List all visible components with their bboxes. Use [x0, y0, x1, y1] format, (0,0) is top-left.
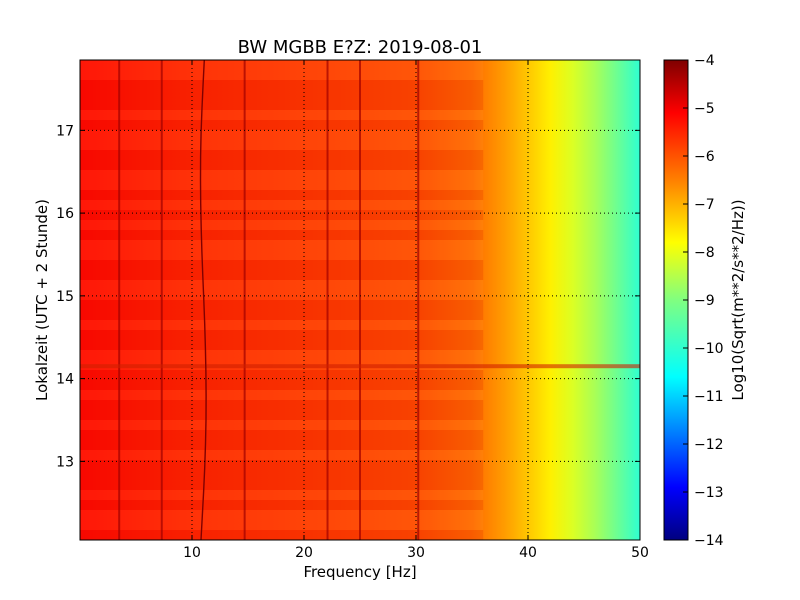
spectrogram-row	[80, 120, 484, 130]
x-tick-label: 20	[295, 545, 313, 561]
x-tick-label: 10	[183, 545, 201, 561]
spectrogram-row	[80, 490, 484, 500]
colorbar-tick-label: −14	[694, 533, 724, 549]
spectrogram-row	[80, 390, 484, 400]
spectrogram-row	[80, 60, 484, 70]
plot-area	[80, 60, 640, 540]
colorbar-tick-label: −13	[694, 485, 724, 501]
colorbar-tick-label: −12	[694, 437, 724, 453]
spectrogram-row	[80, 70, 484, 80]
spectrogram-row	[80, 310, 484, 320]
spectrogram-row	[80, 480, 484, 490]
colorbar-tick-label: −6	[694, 149, 715, 165]
spectrogram-row	[80, 260, 484, 270]
y-tick-label: 15	[56, 289, 74, 305]
colorbar-tick-label: −11	[694, 389, 724, 405]
spectrogram-row	[80, 100, 484, 110]
drift-line	[199, 60, 207, 540]
spectrogram-row	[80, 110, 484, 120]
spectrogram-row	[80, 230, 484, 240]
x-tick-label: 40	[519, 545, 537, 561]
spectrogram-row	[80, 170, 484, 180]
x-tick-label: 30	[407, 545, 425, 561]
spectrogram-row	[80, 320, 484, 330]
spectrogram-row	[80, 280, 484, 290]
spectrogram-row	[80, 410, 484, 420]
spectrogram-row	[80, 450, 484, 460]
spectrogram-row	[80, 510, 484, 520]
spectrogram-row	[80, 130, 484, 140]
spectrogram-row	[80, 190, 484, 200]
spectrogram-row	[80, 470, 484, 480]
y-tick-label: 14	[56, 372, 74, 388]
spectrogram-row	[80, 180, 484, 190]
spectrogram-row	[80, 350, 484, 360]
plot-frame	[79, 59, 641, 541]
spectrogram-row	[80, 340, 484, 350]
spectrogram-row	[80, 420, 484, 430]
x-tick-label: 50	[631, 545, 649, 561]
spectrogram-row	[80, 530, 484, 540]
colorbar-tick-label: −9	[694, 293, 715, 309]
spectrogram-row	[80, 290, 484, 300]
colorbar-axis: −4 −5 −6 −7 −8 −9 −10 −11 −12 −13 −14	[683, 53, 724, 549]
x-axis-label: Frequency [Hz]	[303, 563, 416, 581]
y-tick-label: 17	[56, 123, 74, 139]
y-tick-label: 16	[56, 206, 74, 222]
spectrogram-row	[80, 150, 484, 160]
horizontal-bands	[80, 364, 640, 369]
spectrogram-row	[80, 250, 484, 260]
colorbar-tick-label: −10	[694, 341, 724, 357]
spectrogram-row	[80, 200, 484, 210]
spectrogram-row	[80, 440, 484, 450]
spectrogram-row	[80, 140, 484, 150]
horizontal-band	[80, 364, 640, 369]
grid-lines	[80, 60, 640, 540]
spectrogram-row	[80, 90, 484, 100]
colorbar-tick-label: −8	[694, 245, 715, 261]
spectral-lines	[118, 60, 420, 540]
spectrogram-row	[80, 460, 484, 470]
spectrogram-row-stripes	[80, 60, 484, 540]
spectrogram-row	[80, 370, 484, 380]
colorbar-tick-label: −4	[694, 53, 715, 69]
x-axis: 10 20 30 40 50	[183, 60, 649, 561]
spectrogram-row	[80, 210, 484, 220]
y-tick-label: 13	[56, 454, 74, 470]
spectrogram-row	[80, 240, 484, 250]
spectrogram-row	[80, 300, 484, 310]
y-axis-label: Lokalzeit (UTC + 2 Stunde)	[33, 199, 51, 401]
colorbar-tick-label: −5	[694, 101, 715, 117]
spectrogram-row	[80, 400, 484, 410]
spectrogram-row	[80, 520, 484, 530]
colorbar-tick-label: −7	[694, 197, 715, 213]
spectrogram-row	[80, 80, 484, 90]
spectrogram-row	[80, 270, 484, 280]
spectrogram-row	[80, 430, 484, 440]
spectrogram-row	[80, 220, 484, 230]
colorbar-label: Log10(Sqrt(m**2/s**2/Hz))	[729, 199, 747, 400]
spectrogram-row	[80, 160, 484, 170]
spectrogram-row	[80, 500, 484, 510]
spectrogram-row	[80, 380, 484, 390]
spectrogram-row	[80, 330, 484, 340]
chart-title: BW MGBB E?Z: 2019-08-01	[238, 37, 483, 58]
y-axis: 13 14 15 16 17	[56, 123, 640, 470]
